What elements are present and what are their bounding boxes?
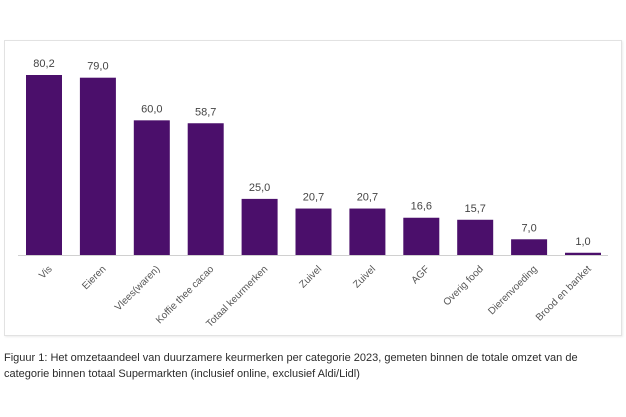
data-label: 7,0 [521,222,536,234]
x-tick-label: Vis [37,264,54,281]
bar-chart: 80,2 Vis 79,0 Eieren 60,0 Vlees(waren) 58,7 Kof… [18,58,608,330]
data-label: 58,7 [195,106,216,118]
bar [349,208,386,255]
figure-caption: Figuur 1: Het omzetaandeel van duurzamer… [4,352,578,380]
bar [133,120,170,255]
x-tick-label: Vlees(waren) [113,264,162,313]
bar [457,219,494,255]
x-tick-label: Eieren [80,264,108,292]
data-label: 60,0 [141,103,162,115]
x-tick-label: Koffie thee cacao [154,264,217,327]
data-label: 79,0 [87,61,108,73]
x-tick-label: Overig food [442,264,486,308]
data-label: 80,2 [33,58,54,70]
x-tick-label: Dierenvoeding [486,264,539,317]
bar [565,252,601,255]
x-tick-label: Zuivel [351,264,378,291]
x-tick-label: Brood en banket [534,264,594,324]
bar [79,77,116,255]
bar [241,198,278,255]
bar [187,123,224,255]
data-label: 15,7 [464,203,485,215]
bar [26,75,62,255]
data-label: 20,7 [303,192,324,204]
data-label: 20,7 [357,192,378,204]
x-tick-label: Zuivel [298,264,325,291]
bar [295,208,332,255]
data-label: 25,0 [249,182,270,194]
bar [511,239,548,255]
data-label: 1,0 [575,236,590,248]
x-tick-label: AGF [410,264,432,286]
bar [403,217,440,255]
data-label: 16,6 [411,201,432,213]
